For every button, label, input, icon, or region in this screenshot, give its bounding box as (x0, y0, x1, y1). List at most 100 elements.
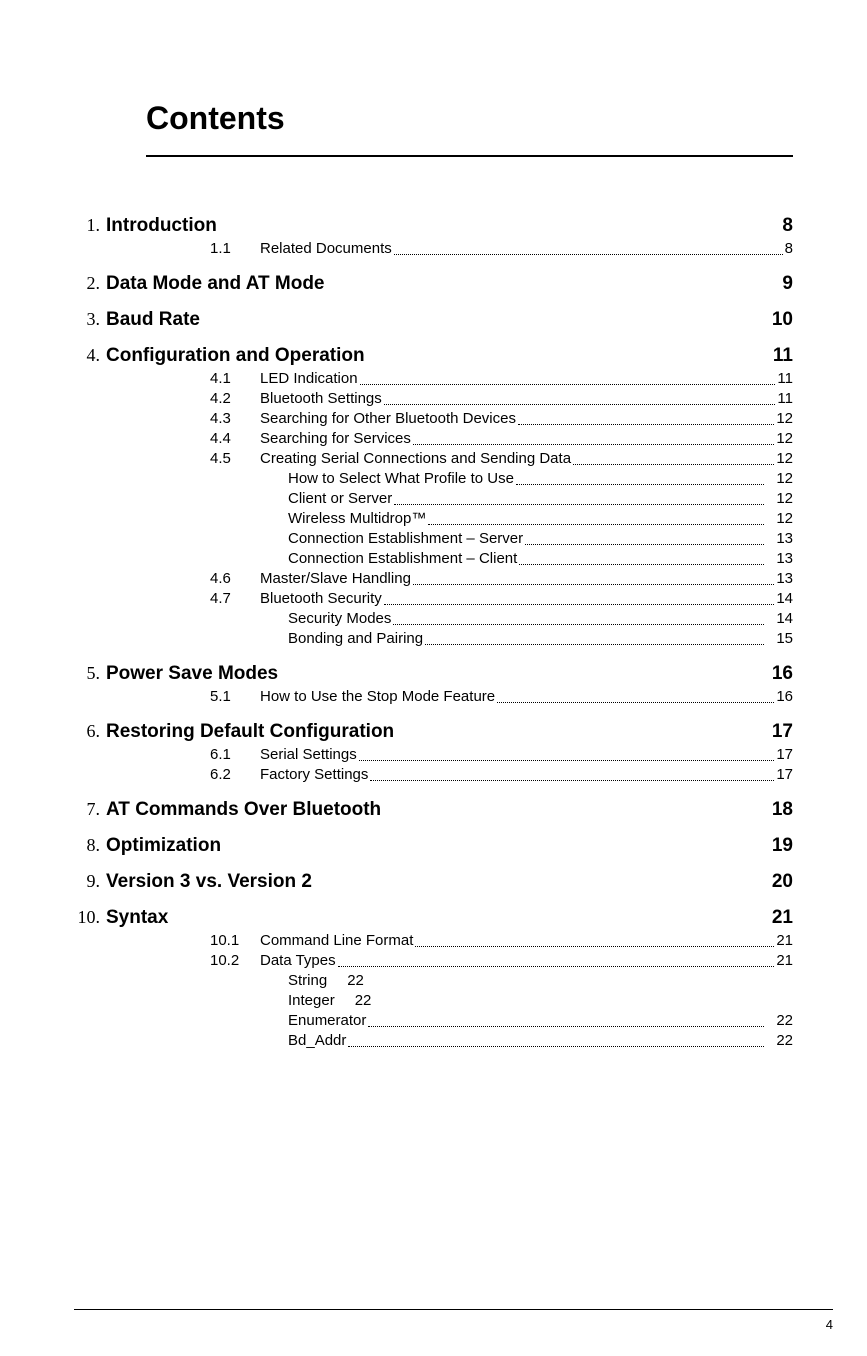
title-block: Contents (146, 100, 793, 157)
toc: 1.Introduction81.1Related Documents82.Da… (74, 201, 793, 1061)
sub-number: 4.3 (210, 409, 260, 429)
chapter-title: Restoring Default Configuration (106, 721, 762, 743)
subsub-text: How to Select What Profile to Use (288, 469, 514, 489)
subsub-entry: Wireless Multidrop™ 12 (288, 509, 793, 529)
sub-entry: 5.1How to Use the Stop Mode Feature16 (210, 687, 793, 707)
subsub-entry: Bonding and Pairing15 (288, 629, 793, 649)
subsub-text: Security Modes (288, 609, 391, 629)
sub-page: 12 (776, 409, 793, 429)
sub-page: 8 (785, 239, 793, 259)
chapter-number: 4. (74, 345, 106, 366)
subsub-page: 12 (776, 469, 793, 489)
toc-chapter: 6.Restoring Default Configuration176.1Se… (74, 721, 793, 785)
sub-entry: 10.1Command Line Format21 (210, 931, 793, 951)
sub-number: 4.1 (210, 369, 260, 389)
chapter-page: 16 (762, 663, 793, 685)
chapter-number: 10. (74, 907, 106, 928)
sub-block: 5.1How to Use the Stop Mode Feature16 (210, 687, 793, 707)
chapter-page: 11 (763, 345, 793, 367)
dot-leader (573, 464, 774, 465)
dot-leader (497, 702, 774, 703)
chapter-number: 6. (74, 721, 106, 742)
page: Contents 1.Introduction81.1Related Docum… (0, 0, 867, 1356)
sub-page: 14 (776, 589, 793, 609)
sub-entry: 1.1Related Documents 8 (210, 239, 793, 259)
chapter-page: 21 (762, 907, 793, 929)
subsub-entry: Enumerator 22 (288, 1011, 793, 1031)
sub-text: Bluetooth Security (260, 589, 382, 609)
chapter-row: 8.Optimization19 (74, 835, 793, 857)
sub-page: 21 (776, 951, 793, 971)
chapter-title: Configuration and Operation (106, 345, 763, 367)
sub-text: Related Documents (260, 239, 392, 259)
toc-chapter: 2.Data Mode and AT Mode9 (74, 273, 793, 295)
chapter-page: 8 (772, 215, 793, 237)
subsub-page: 12 (776, 509, 793, 529)
subsub-text: Enumerator (288, 1011, 366, 1031)
sub-text: Data Types (260, 951, 336, 971)
chapter-title: Data Mode and AT Mode (106, 273, 772, 295)
chapter-page: 20 (762, 871, 793, 893)
subsub-entry: Security Modes 14 (288, 609, 793, 629)
dot-leader (338, 966, 775, 967)
chapter-row: 7.AT Commands Over Bluetooth18 (74, 799, 793, 821)
subsub-entry: Connection Establishment – Server13 (288, 529, 793, 549)
sub-text: How to Use the Stop Mode Feature (260, 687, 495, 707)
sub-page: 11 (777, 389, 793, 409)
subsub-page: 14 (776, 609, 793, 629)
sub-page: 12 (776, 429, 793, 449)
subsub-text: Connection Establishment – Client (288, 549, 517, 569)
toc-chapter: 5.Power Save Modes165.1How to Use the St… (74, 663, 793, 707)
dot-leader (516, 484, 764, 485)
dot-leader (425, 644, 764, 645)
chapter-page: 17 (762, 721, 793, 743)
sub-entry: 4.2Bluetooth Settings11 (210, 389, 793, 409)
sub-number: 10.2 (210, 951, 260, 971)
toc-chapter: 4.Configuration and Operation114.1LED In… (74, 345, 793, 649)
subsub-text: Wireless Multidrop™ (288, 509, 426, 529)
chapter-row: 6.Restoring Default Configuration17 (74, 721, 793, 743)
sub-text: Serial Settings (260, 745, 357, 765)
page-number: 4 (826, 1317, 833, 1332)
sub-text: Searching for Services (260, 429, 411, 449)
dot-leader (428, 524, 764, 525)
subsub-entry: Connection Establishment – Client 13 (288, 549, 793, 569)
subsub-text: Client or Server (288, 489, 392, 509)
sub-entry: 4.7Bluetooth Security14 (210, 589, 793, 609)
sub-entry: 4.4Searching for Services12 (210, 429, 793, 449)
subsub-text: Integer (288, 991, 349, 1011)
subsub-page: 22 (355, 991, 372, 1011)
dot-leader (370, 780, 774, 781)
sub-page: 17 (776, 765, 793, 785)
subsub-page: 13 (776, 549, 793, 569)
chapter-row: 10.Syntax21 (74, 907, 793, 929)
sub-number: 4.6 (210, 569, 260, 589)
dot-leader (359, 760, 775, 761)
toc-chapter: 8.Optimization19 (74, 835, 793, 857)
page-title: Contents (146, 100, 285, 136)
chapter-number: 3. (74, 309, 106, 330)
sub-text: Bluetooth Settings (260, 389, 382, 409)
dot-leader (518, 424, 774, 425)
chapter-title: AT Commands Over Bluetooth (106, 799, 762, 821)
subsub-page: 22 (776, 1011, 793, 1031)
chapter-number: 7. (74, 799, 106, 820)
chapter-row: 9.Version 3 vs. Version 220 (74, 871, 793, 893)
subsub-text: Connection Establishment – Server (288, 529, 523, 549)
sub-block: 6.1Serial Settings176.2Factory Settings1… (210, 745, 793, 785)
sub-page: 13 (776, 569, 793, 589)
dot-leader (348, 1046, 764, 1047)
subsub-entry: Client or Server12 (288, 489, 793, 509)
chapter-page: 9 (772, 273, 793, 295)
sub-number: 5.1 (210, 687, 260, 707)
chapter-title: Optimization (106, 835, 762, 857)
subsub-entry: Integer 22 (288, 991, 793, 1011)
chapter-number: 2. (74, 273, 106, 294)
sub-number: 1.1 (210, 239, 260, 259)
dot-leader (394, 254, 783, 255)
subsub-text: Bd_Addr (288, 1031, 346, 1051)
chapter-row: 5.Power Save Modes16 (74, 663, 793, 685)
sub-number: 4.5 (210, 449, 260, 469)
sub-number: 6.1 (210, 745, 260, 765)
dot-leader (384, 404, 776, 405)
